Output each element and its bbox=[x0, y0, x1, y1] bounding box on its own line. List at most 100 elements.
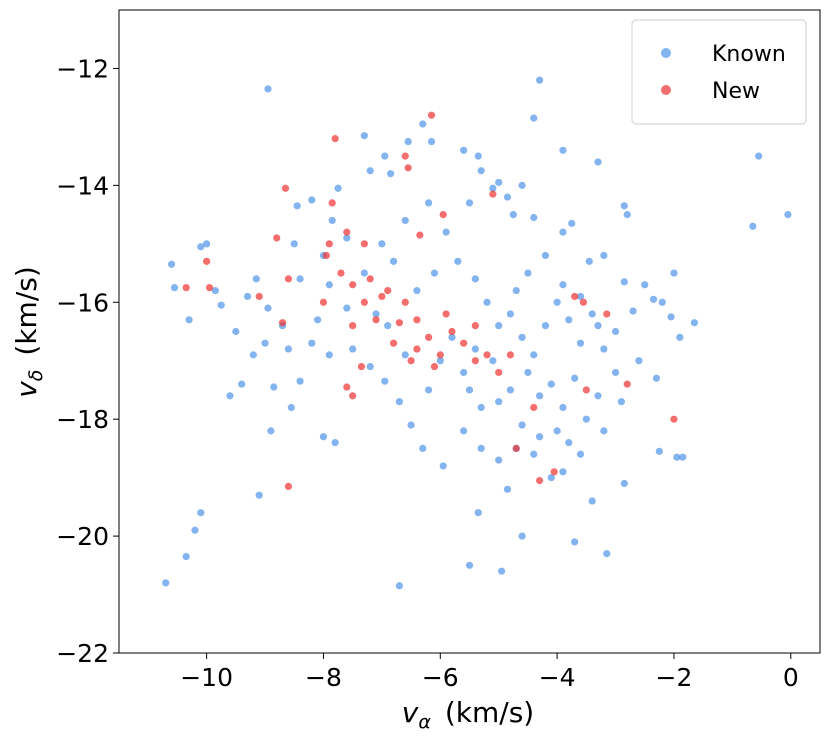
point bbox=[530, 450, 538, 458]
point bbox=[603, 310, 611, 318]
point bbox=[372, 316, 380, 324]
point bbox=[401, 298, 409, 306]
point bbox=[460, 146, 468, 154]
point bbox=[281, 184, 290, 192]
point bbox=[331, 438, 339, 447]
point bbox=[495, 398, 503, 406]
point bbox=[226, 392, 234, 400]
point bbox=[296, 377, 304, 385]
point bbox=[611, 368, 620, 377]
point bbox=[389, 257, 398, 265]
point bbox=[387, 170, 395, 178]
point bbox=[413, 345, 421, 353]
point bbox=[404, 137, 412, 146]
point bbox=[536, 476, 544, 485]
point bbox=[249, 351, 257, 359]
point bbox=[337, 269, 345, 277]
point bbox=[474, 509, 482, 517]
legend-label: New bbox=[712, 79, 760, 104]
plot-frame bbox=[118, 9, 821, 654]
point bbox=[690, 319, 699, 327]
point bbox=[439, 462, 447, 470]
point bbox=[343, 304, 351, 312]
point bbox=[419, 444, 427, 453]
point bbox=[600, 345, 608, 353]
point bbox=[518, 333, 526, 341]
point bbox=[623, 210, 631, 219]
point bbox=[495, 322, 503, 330]
point bbox=[620, 278, 628, 286]
point bbox=[395, 582, 403, 590]
point bbox=[427, 111, 436, 119]
point bbox=[314, 316, 322, 324]
point bbox=[547, 380, 555, 388]
point bbox=[430, 269, 439, 277]
point bbox=[489, 190, 497, 198]
point bbox=[238, 380, 246, 388]
point bbox=[755, 152, 763, 160]
point bbox=[460, 339, 468, 347]
point bbox=[588, 497, 596, 505]
point bbox=[635, 357, 643, 365]
point bbox=[319, 433, 328, 441]
point bbox=[541, 322, 550, 330]
point bbox=[530, 114, 538, 122]
point bbox=[182, 552, 190, 561]
point bbox=[506, 351, 514, 359]
point bbox=[270, 383, 278, 391]
point bbox=[512, 444, 520, 453]
point bbox=[430, 362, 439, 371]
point bbox=[489, 357, 497, 365]
point bbox=[611, 327, 620, 336]
point bbox=[568, 219, 576, 227]
point bbox=[594, 322, 602, 330]
point bbox=[679, 453, 687, 461]
point bbox=[328, 216, 336, 225]
point bbox=[571, 538, 579, 546]
point bbox=[536, 76, 544, 84]
point bbox=[287, 403, 295, 412]
point bbox=[413, 286, 421, 295]
point bbox=[629, 307, 637, 315]
series-0 bbox=[162, 76, 792, 590]
point bbox=[278, 319, 287, 327]
point bbox=[503, 193, 512, 201]
point bbox=[536, 433, 544, 441]
x-tick-label: −8 bbox=[305, 663, 342, 692]
point bbox=[667, 313, 675, 321]
point bbox=[553, 427, 561, 435]
point bbox=[465, 199, 474, 207]
point bbox=[349, 281, 357, 289]
point bbox=[559, 468, 567, 476]
point bbox=[197, 509, 205, 517]
point bbox=[571, 374, 579, 382]
point bbox=[530, 351, 538, 359]
point bbox=[191, 526, 199, 534]
point bbox=[162, 579, 170, 587]
point bbox=[267, 427, 275, 435]
point bbox=[217, 301, 225, 309]
point bbox=[407, 357, 415, 365]
series-1 bbox=[182, 111, 678, 491]
x-tick-label: −6 bbox=[422, 663, 459, 692]
point bbox=[284, 345, 293, 353]
point bbox=[503, 485, 512, 493]
point bbox=[477, 403, 485, 412]
point bbox=[579, 298, 588, 306]
legend-marker bbox=[661, 48, 671, 58]
point bbox=[416, 231, 424, 239]
point bbox=[378, 240, 386, 248]
point bbox=[541, 251, 550, 260]
point bbox=[378, 292, 386, 301]
point bbox=[620, 479, 628, 488]
point bbox=[530, 213, 538, 222]
point bbox=[343, 383, 351, 391]
point bbox=[495, 368, 503, 377]
point bbox=[366, 362, 374, 371]
point bbox=[483, 351, 491, 359]
point bbox=[576, 339, 585, 347]
point bbox=[360, 298, 368, 306]
point bbox=[559, 146, 567, 154]
point bbox=[255, 292, 263, 301]
point bbox=[512, 286, 520, 295]
